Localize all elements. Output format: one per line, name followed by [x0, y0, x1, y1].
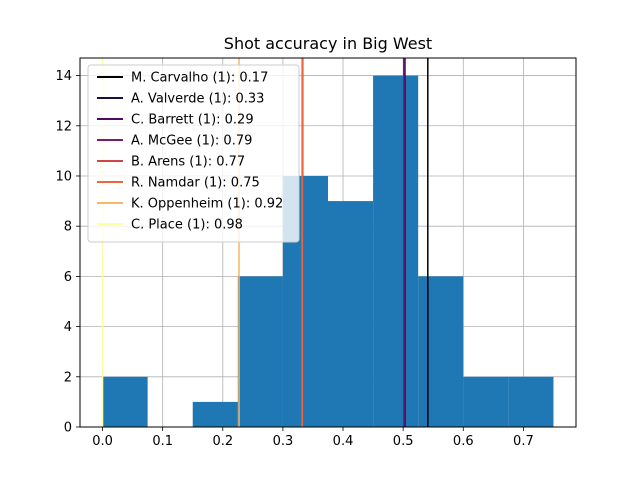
- legend-entry-label: K. Oppenheim (1): 0.92: [131, 197, 283, 212]
- legend-entry-label: B. Arens (1): 0.77: [131, 155, 245, 170]
- x-tick-label: 0.5: [393, 434, 414, 449]
- x-tick-label: 0.2: [212, 434, 233, 449]
- histogram-bar: [237, 276, 283, 427]
- y-tick-label: 0: [64, 421, 72, 436]
- y-tick-label: 6: [64, 270, 72, 285]
- chart-title: Shot accuracy in Big West: [224, 34, 432, 53]
- x-tick-label: 0.6: [453, 434, 474, 449]
- y-tick-label: 4: [64, 320, 72, 335]
- histogram-bar: [192, 401, 238, 427]
- x-tick-label: 0.1: [152, 434, 173, 449]
- histogram-bar: [328, 201, 374, 427]
- x-tick-label: 0.7: [513, 434, 534, 449]
- y-tick-label: 2: [64, 370, 72, 385]
- legend-entry-label: C. Place (1): 0.98: [131, 218, 243, 233]
- x-tick-label: 0.0: [92, 434, 113, 449]
- x-tick-label: 0.3: [273, 434, 294, 449]
- histogram-bar: [418, 276, 464, 427]
- legend-entry-label: A. McGee (1): 0.79: [131, 134, 252, 149]
- legend-entry-label: M. Carvalho (1): 0.17: [131, 71, 268, 86]
- bars-layer: [102, 75, 554, 428]
- legend-entry-label: A. Valverde (1): 0.33: [131, 92, 264, 107]
- histogram-bar: [508, 376, 554, 427]
- y-tick-label: 12: [55, 119, 72, 134]
- histogram-bar: [463, 376, 509, 427]
- legend-box: [87, 64, 300, 243]
- y-tick-label: 10: [55, 169, 72, 184]
- histogram-bar: [373, 75, 419, 428]
- y-tick-label: 8: [64, 220, 72, 235]
- ticks-layer: 0.0 0.1 0.2 0.3 0.4 0.5 0.6 0.7 0 2 4 6 8 10 12 14: [55, 69, 533, 449]
- histogram-bar: [102, 376, 148, 427]
- legend-entry-label: R. Namdar (1): 0.75: [131, 176, 260, 191]
- y-tick-label: 14: [55, 69, 72, 84]
- plot-frame: [79, 57, 577, 428]
- legend: M. Carvalho (1): 0.17 A. Valverde (1): 0.…: [87, 64, 300, 243]
- x-tick-label: 0.4: [333, 434, 354, 449]
- legend-entry-label: C. Barrett (1): 0.29: [131, 113, 254, 128]
